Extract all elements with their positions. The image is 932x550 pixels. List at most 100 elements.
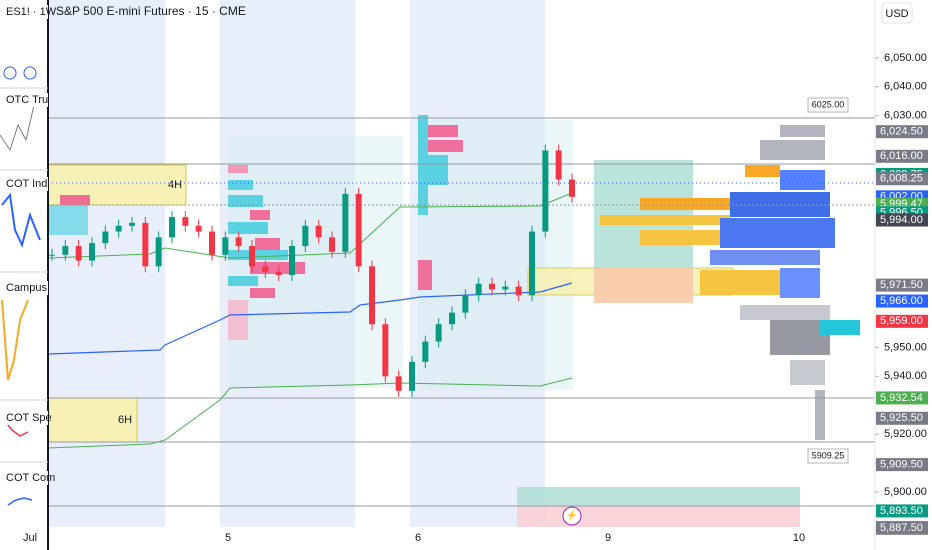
candle <box>115 225 122 232</box>
panel-label-bg <box>2 471 48 485</box>
candle <box>529 231 535 296</box>
candle <box>262 266 269 273</box>
price-label: 5,932.54 <box>880 392 923 404</box>
price-label-bg <box>876 458 928 472</box>
price-label: 5,971.50 <box>880 279 923 291</box>
candle <box>102 231 109 244</box>
price-label: 5,959.00 <box>880 315 923 327</box>
price-label: 5,909.50 <box>880 459 923 471</box>
candle <box>329 237 335 252</box>
candle <box>195 225 202 232</box>
volume-profile <box>48 115 463 340</box>
candle <box>222 237 229 255</box>
price-label-bg <box>876 294 928 308</box>
currency-button[interactable] <box>881 2 913 24</box>
price-label: 5,893.50 <box>880 505 923 517</box>
candle <box>155 237 162 267</box>
candle <box>49 254 55 256</box>
candle <box>182 217 189 226</box>
vwap <box>47 282 573 355</box>
low-marker <box>807 448 849 464</box>
candle <box>515 286 522 296</box>
x-tick-label: 6 <box>415 532 421 544</box>
x-tick-label: 10 <box>793 532 805 544</box>
candle <box>422 341 429 362</box>
price-label: 6,024.50 <box>880 126 923 138</box>
candle <box>355 193 362 267</box>
left-date: Jul <box>23 532 37 544</box>
candle <box>75 246 82 261</box>
candle <box>315 225 322 238</box>
price-label: 5,887.50 <box>880 522 923 534</box>
event-icon-glyph: ⚡ <box>566 509 578 522</box>
x-tick-label: 5 <box>225 532 231 544</box>
candle <box>62 246 69 255</box>
panel-label-bg <box>2 5 48 19</box>
candle <box>409 361 415 391</box>
panel-label-bg <box>2 177 48 191</box>
panel-label: COT Spe <box>6 412 52 424</box>
candle <box>289 246 295 275</box>
price-label: 5,925.50 <box>880 412 923 424</box>
candle <box>89 243 95 261</box>
event-icon[interactable] <box>562 506 582 526</box>
candle <box>435 324 442 342</box>
price-label-bg <box>876 504 928 518</box>
candle <box>302 225 309 247</box>
y-tick-label: 5,900.00 <box>884 486 927 498</box>
price-label-bg <box>876 278 928 292</box>
chart-title: S&P 500 E-mini Futures · 15 · CME <box>56 4 246 18</box>
currency: USD <box>885 8 908 20</box>
y-tick-label: 6,030.00 <box>884 110 927 122</box>
panel-label: COT Ind <box>6 178 47 190</box>
price-label: 5,994.00 <box>880 214 923 226</box>
high-marker <box>807 97 849 113</box>
panel-label-bg <box>2 281 48 295</box>
candle <box>275 272 282 275</box>
panel-label: OTC Tru <box>6 94 48 106</box>
stop-box <box>594 268 693 303</box>
x-tick-label: 9 <box>605 532 611 544</box>
volume-profile <box>600 125 860 440</box>
price-label-bg <box>876 521 928 535</box>
left-strip <box>0 0 49 550</box>
candle <box>382 324 389 377</box>
target-box <box>517 487 800 505</box>
candle <box>489 283 495 290</box>
y-tick-label: 5,940.00 <box>884 370 927 382</box>
y-tick-label: 5,950.00 <box>884 341 927 353</box>
zone-label: 6H <box>118 414 132 426</box>
price-label-bg <box>876 149 928 163</box>
panel-label-bg <box>2 411 48 425</box>
candle <box>542 150 549 232</box>
price-label: 6,016.00 <box>880 150 923 162</box>
stop-box <box>517 505 800 527</box>
candle <box>209 231 215 255</box>
candle <box>462 295 469 313</box>
low-marker-text: 5909.25 <box>812 450 845 460</box>
price-label-bg <box>876 172 928 186</box>
price-label-bg <box>876 213 928 227</box>
price-label-bg <box>876 391 928 405</box>
y-tick-label: 6,040.00 <box>884 81 927 93</box>
band <box>47 377 573 449</box>
candle <box>555 150 562 180</box>
level-lines <box>48 117 875 507</box>
panel-label: ES1! · 1W <box>6 6 57 18</box>
candle <box>169 217 175 238</box>
candle <box>129 222 135 226</box>
target-box <box>594 160 693 268</box>
price-label: 6,008.25 <box>880 173 923 185</box>
zone-label: 4H <box>168 179 182 191</box>
candle <box>142 222 149 267</box>
candle <box>249 246 255 267</box>
candle <box>369 266 375 325</box>
price-label: 5,966.00 <box>880 295 923 307</box>
y-tick-label: 6,050.00 <box>884 52 927 64</box>
panel-label: Campus <box>6 282 47 294</box>
candle <box>342 193 349 252</box>
candle <box>395 376 402 391</box>
candle <box>502 286 509 290</box>
candles <box>49 144 575 397</box>
candle <box>569 179 575 197</box>
